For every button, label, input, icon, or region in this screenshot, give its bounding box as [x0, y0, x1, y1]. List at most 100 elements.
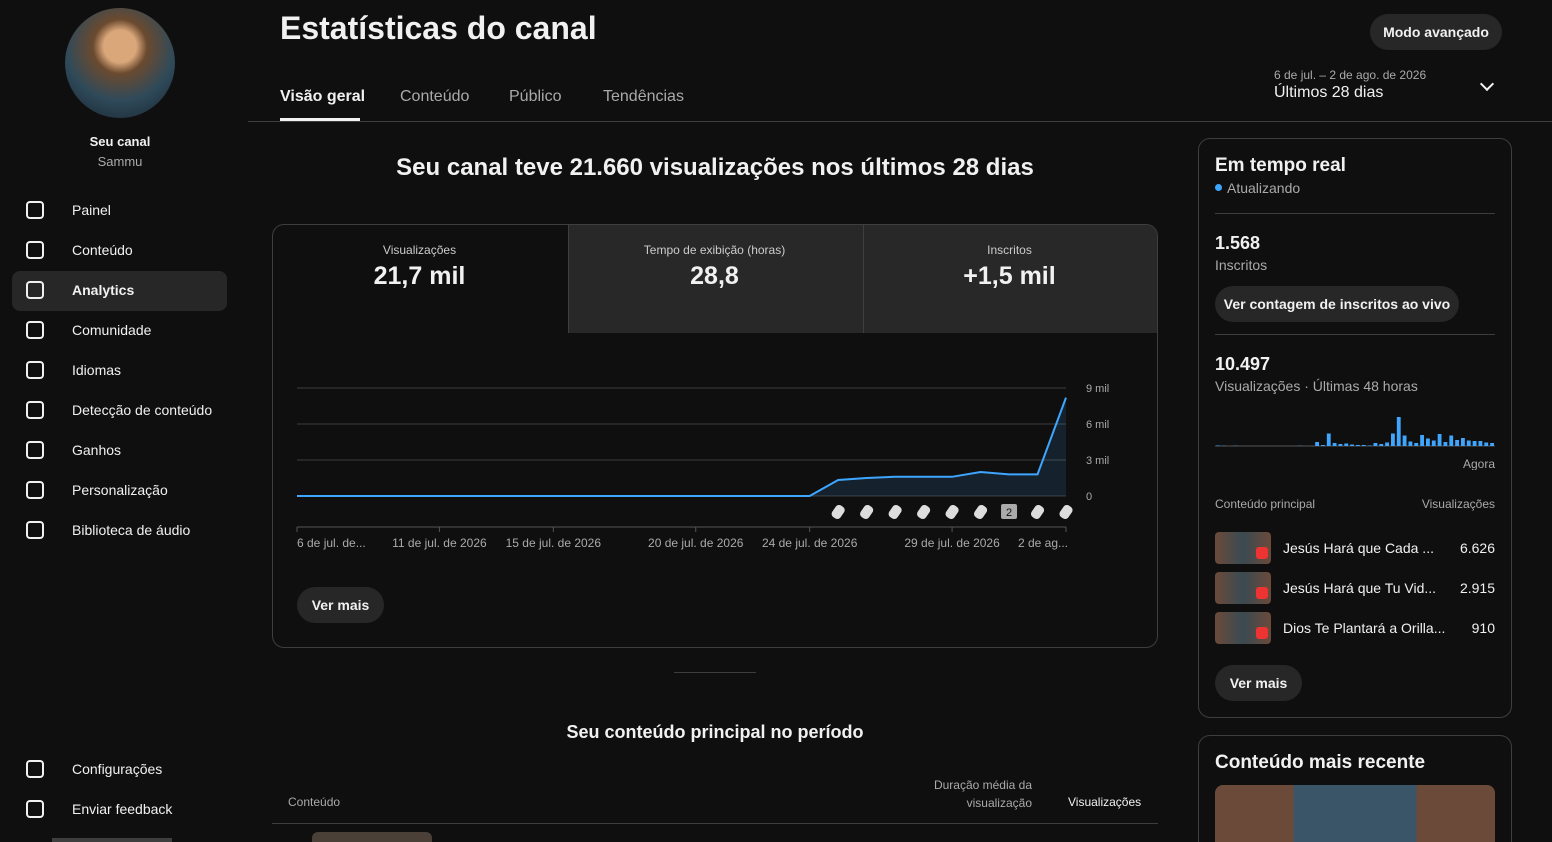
nav-icon[interactable] — [26, 481, 44, 499]
advanced-button[interactable]: Modo avançado — [1383, 24, 1489, 40]
shorts-badge — [1256, 587, 1268, 599]
nav-icon[interactable] — [26, 361, 44, 379]
tab[interactable]: Visão geral — [280, 88, 366, 105]
tab[interactable]: Público — [509, 88, 562, 105]
date-range[interactable]: 6 de jul. – 2 de ago. de 2026 — [1274, 68, 1427, 82]
nav-item[interactable]: Ganhos — [72, 442, 122, 458]
row-views: 910 — [1471, 620, 1495, 636]
column-header: Conteúdo principal — [1215, 497, 1316, 511]
shorts-icon — [888, 504, 902, 520]
shorts-icon — [1030, 504, 1045, 520]
divider — [1215, 334, 1495, 335]
stat-label: Visualizações · Últimas 48 horas — [1215, 378, 1418, 394]
tab[interactable]: Tendências — [603, 88, 684, 105]
advanced-button-bg[interactable] — [1370, 14, 1502, 50]
latest-thumbnail — [1215, 785, 1495, 842]
column-header[interactable]: Visualizações — [1068, 795, 1142, 809]
x-tick-label: 24 de jul. de 2026 — [762, 536, 858, 550]
nav-item[interactable]: Configurações — [72, 761, 163, 777]
nav-icon[interactable] — [26, 321, 44, 339]
bar — [1402, 435, 1407, 446]
dropdown-chevron[interactable] — [1479, 76, 1495, 92]
bar — [1350, 444, 1354, 446]
bar — [1344, 443, 1349, 446]
shorts-badge — [1256, 627, 1268, 639]
see-more-button[interactable]: Ver mais — [1229, 675, 1288, 691]
metric-value[interactable]: 28,8 — [690, 262, 739, 290]
column-header: Visualizações — [1421, 497, 1495, 511]
status-dot — [1215, 184, 1222, 191]
nav-item[interactable]: Idiomas — [72, 362, 122, 378]
metric-tab-bg — [863, 225, 1157, 333]
shorts-icon — [917, 504, 931, 520]
period[interactable]: Últimos 28 dias — [1274, 84, 1384, 101]
bar — [1367, 445, 1372, 446]
bar — [1490, 443, 1494, 446]
bar — [1385, 442, 1389, 446]
marker-box — [1001, 504, 1018, 519]
thumbnail — [312, 832, 432, 842]
row-title[interactable]: Jesús Hará que Cada ... — [1283, 540, 1434, 556]
row-title[interactable]: Dios Te Plantará a Orilla... — [1283, 620, 1446, 636]
row-title[interactable]: Jesús Hará que Tu Vid... — [1283, 580, 1437, 596]
bar — [1414, 443, 1419, 446]
nav-item[interactable]: Analytics — [72, 282, 135, 298]
y-tick-label: 0 — [1086, 491, 1092, 503]
bar — [1484, 442, 1489, 446]
bar — [1379, 444, 1384, 446]
nav-icon[interactable] — [26, 401, 44, 419]
nav-item[interactable]: Conteúdo — [72, 242, 133, 258]
nav-icon[interactable] — [26, 521, 44, 539]
nav-icon[interactable] — [26, 201, 44, 219]
metric-tab-bg — [568, 225, 863, 333]
nav-icon[interactable] — [26, 800, 44, 818]
metric-label[interactable]: Inscritos — [987, 243, 1032, 257]
bar — [1443, 442, 1448, 446]
scroll-indicator — [52, 838, 172, 842]
shorts-badge — [1256, 547, 1268, 559]
nav-item[interactable]: Comunidade — [72, 322, 152, 338]
see-more-bg[interactable] — [1215, 665, 1302, 701]
bar — [1478, 441, 1483, 446]
bar — [1338, 444, 1343, 446]
bar — [1356, 445, 1360, 446]
column-header: Conteúdo — [288, 795, 341, 809]
bar-chart: Agora — [1215, 417, 1495, 470]
nav-item[interactable]: Detecção de conteúdo — [72, 402, 213, 418]
metric-value[interactable]: +1,5 mil — [963, 262, 1056, 290]
card-title: Em tempo real — [1215, 155, 1346, 176]
card-title: Conteúdo mais recente — [1215, 752, 1426, 773]
nav-item[interactable]: Painel — [72, 202, 111, 218]
bar — [1391, 433, 1395, 446]
y-tick-label: 3 mil — [1086, 455, 1109, 467]
shorts-icon — [974, 504, 988, 520]
live-button-bg[interactable] — [1215, 286, 1459, 322]
bar — [1461, 438, 1465, 446]
bar — [1332, 443, 1337, 446]
nav-icon[interactable] — [26, 241, 44, 259]
see-more-button[interactable]: Ver mais — [311, 597, 370, 613]
stat-label: Inscritos — [1215, 257, 1268, 273]
nav-icon[interactable] — [26, 760, 44, 778]
live-button[interactable]: Ver contagem de inscritos ao vivo — [1223, 296, 1451, 312]
nav-icon[interactable] — [26, 441, 44, 459]
nav-item[interactable]: Biblioteca de áudio — [72, 522, 191, 538]
metric-label[interactable]: Visualizações — [382, 243, 457, 257]
shorts-icon — [945, 504, 959, 520]
row-views: 6.626 — [1459, 540, 1495, 556]
bar — [1426, 438, 1430, 446]
bar — [1466, 440, 1471, 446]
tab[interactable]: Conteúdo — [400, 88, 470, 105]
metric-label[interactable]: Tempo de exibição (horas) — [643, 243, 786, 257]
row-views: 2.915 — [1459, 580, 1495, 596]
y-tick-label: 9 mil — [1086, 383, 1109, 395]
line-chart: 0 3 mil 6 mil 9 mil 6 de jul. de... 11 de jul… — [296, 383, 1109, 550]
bar — [1361, 445, 1366, 446]
nav-icon[interactable] — [26, 281, 44, 299]
bar — [1396, 417, 1401, 446]
nav-item[interactable]: Personalização — [72, 482, 168, 498]
nav-item[interactable]: Enviar feedback — [72, 801, 173, 817]
bar — [1216, 445, 1220, 446]
metric-value[interactable]: 21,7 mil — [373, 262, 466, 290]
see-more-bg[interactable] — [297, 587, 384, 623]
